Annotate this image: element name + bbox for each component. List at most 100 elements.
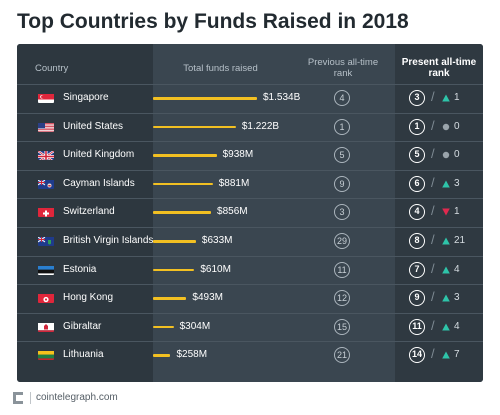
present-rank-badge: 9 [409,290,425,307]
country-name: Lithuania [63,349,104,361]
rank-up-icon [442,180,450,188]
rank-change-value: 4 [454,263,460,275]
rank-down-icon [442,208,450,216]
table-row: United States $1.222B 1 1 / 0 [17,112,483,142]
country-name: Estonia [63,263,97,275]
ranking-table: Country Total funds raised Previous all-… [17,44,483,382]
table-row: Hong Kong $493M 12 9 / 3 [17,284,483,313]
present-rank-badge: 3 [409,90,425,106]
previous-rank-badge: 1 [334,118,350,135]
country-name: Cayman Islands [63,177,135,189]
row-divider [17,84,483,85]
funds-label: $493M [192,292,223,304]
row-divider [17,198,483,200]
british-virgin-islands-flag [38,235,54,246]
rank-change-value: 21 [454,235,466,246]
estonia-flag [38,264,54,275]
funds-label: $304M [179,320,211,332]
previous-rank-badge: 12 [334,290,350,307]
present-rank-badge: 7 [409,261,425,278]
rank-separator: / [431,289,435,305]
rank-change-value: 4 [454,320,460,332]
previous-rank-badge: 5 [334,147,350,164]
row-divider [17,112,483,114]
rank-change-value: 1 [454,92,460,103]
present-rank-badge: 8 [409,233,425,249]
table-row: United Kingdom $938M 5 5 / 0 [17,141,483,170]
previous-rank-badge: 11 [334,261,350,278]
country-name: United States [63,120,124,132]
rank-change-value: 3 [454,292,460,304]
funds-bar [153,182,213,186]
previous-rank-badge: 3 [334,204,350,221]
rank-separator: / [431,260,435,276]
row-divider [17,227,483,228]
rank-up-icon [442,94,450,102]
previous-rank-badge: 4 [334,90,350,106]
table-row: Singapore $1.534B 4 3 / 1 [17,84,483,113]
table-row: British Virgin Islands $633M 29 8 / 21 [17,227,483,256]
table-row: Cayman Islands $881M 9 6 / 3 [17,169,483,199]
country-name: Singapore [63,92,109,103]
rank-up-icon [442,266,450,274]
singapore-flag [38,92,54,103]
previous-rank-column-header: Previous all-time rank [307,57,379,79]
funds-column-header: Total funds raised [183,63,258,74]
rank-up-icon [442,294,450,302]
funds-bar [153,240,196,243]
rank-change-value: 3 [454,177,460,189]
united-states-flag [38,121,54,132]
lithuania-flag [38,349,54,361]
row-divider [17,255,483,257]
rank-unchanged-icon [442,123,450,130]
present-rank-badge: 11 [409,318,425,335]
row-divider [17,341,483,343]
rank-change-value: 7 [454,349,460,361]
page-title: Top Countries by Funds Raised in 2018 [17,10,409,33]
previous-rank-badge: 21 [334,347,350,364]
funds-bar [153,154,217,157]
country-column-header: Country [35,63,69,74]
country-name: British Virgin Islands [63,235,154,246]
funds-label: $1.534B [263,92,301,103]
rank-up-icon [442,323,450,331]
funds-label: $610M [200,263,231,275]
country-name: United Kingdom [63,149,135,161]
row-divider [17,141,483,143]
table-row: Gibraltar $304M 15 11 / 4 [17,312,483,342]
table-row: Lithuania $258M 21 14 / 7 [17,341,483,370]
switzerland-flag [38,206,54,218]
funds-bar [153,97,257,100]
rank-separator: / [431,203,435,219]
rank-separator: / [431,146,435,162]
table-row: Switzerland $856M 3 4 / 1 [17,198,483,227]
rank-separator: / [431,232,435,247]
country-name: Switzerland [63,206,115,218]
footer-divider [30,392,31,404]
present-rank-column-header: Present all-time rank [401,57,477,79]
previous-rank-badge: 9 [334,175,350,192]
cayman-islands-flag [38,178,54,189]
funds-bar [153,354,171,357]
rank-unchanged-icon [442,151,450,159]
rank-separator: / [431,117,435,133]
present-rank-badge: 1 [409,118,425,135]
funds-bar [153,125,236,129]
funds-bar [153,211,212,214]
cointelegraph-logo-icon [13,392,23,404]
present-rank-badge: 5 [409,147,425,164]
funds-label: $1.222B [241,120,280,132]
rank-separator: / [431,174,435,190]
previous-rank-badge: 29 [334,233,350,249]
funds-label: $633M [201,235,233,246]
funds-bar [153,268,195,272]
funds-label: $258M [176,349,208,361]
rank-up-icon [442,351,450,359]
rank-change-value: 1 [454,206,460,218]
hong-kong-flag [38,292,54,304]
rank-up-icon [442,237,450,245]
funds-bar [153,325,174,329]
country-name: Hong Kong [63,292,114,304]
present-rank-badge: 6 [409,175,425,192]
row-divider [17,312,483,314]
